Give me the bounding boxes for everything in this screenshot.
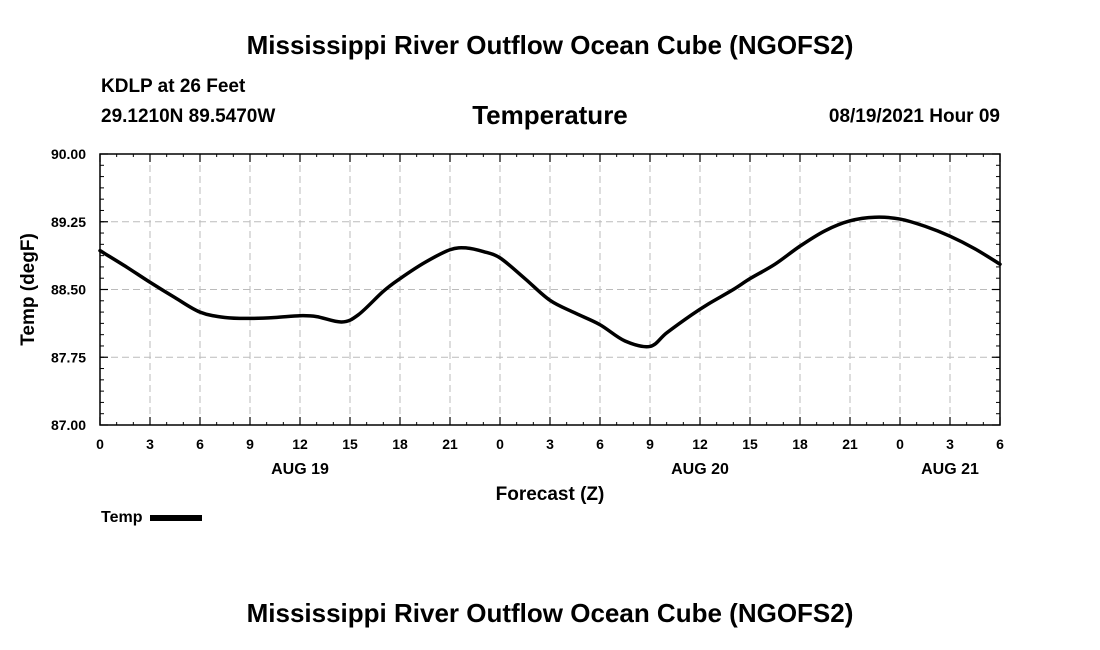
x-tick-label: 0 xyxy=(496,436,504,452)
plot-frame xyxy=(99,153,1001,426)
x-tick-label: 21 xyxy=(442,436,458,452)
x-tick-label: 6 xyxy=(596,436,604,452)
x-tick-label: 18 xyxy=(792,436,808,452)
y-tick-label: 87.00 xyxy=(51,417,86,433)
y-tick-label: 88.50 xyxy=(51,282,86,298)
x-tick-label: 9 xyxy=(646,436,654,452)
x-tick-label: 15 xyxy=(342,436,358,452)
date-label: AUG 21 xyxy=(921,461,979,478)
y-tick-label: 90.00 xyxy=(51,146,86,162)
x-tick-label: 15 xyxy=(742,436,758,452)
y-tick-label: 87.75 xyxy=(51,349,86,365)
x-tick-label: 6 xyxy=(196,436,204,452)
x-tick-label: 12 xyxy=(292,436,308,452)
variable-label: Temperature xyxy=(472,100,628,130)
x-tick-label: 21 xyxy=(842,436,858,452)
footer-title: Mississippi River Outflow Ocean Cube (NG… xyxy=(246,598,854,628)
x-tick-label: 6 xyxy=(996,436,1004,452)
y-tick-label: 89.25 xyxy=(51,214,86,230)
chart-title: Mississippi River Outflow Ocean Cube (NG… xyxy=(246,30,854,60)
datetime-label: 08/19/2021 Hour 09 xyxy=(828,106,1000,127)
x-tick-label: 0 xyxy=(96,436,104,452)
date-label: AUG 20 xyxy=(671,461,729,478)
y-axis-label: Temp (degF) xyxy=(18,233,39,346)
x-tick-label: 18 xyxy=(392,436,408,452)
legend-label: Temp xyxy=(101,509,143,526)
legend-line-swatch xyxy=(150,515,203,521)
series-line-temp xyxy=(98,215,1002,349)
x-tick-label: 3 xyxy=(946,436,954,452)
date-label: AUG 19 xyxy=(271,461,329,478)
legend: Temp xyxy=(101,509,203,527)
x-tick-label: 12 xyxy=(692,436,708,452)
x-axis-label: Forecast (Z) xyxy=(496,484,605,505)
x-tick-label: 9 xyxy=(246,436,254,452)
station-label: KDLP at 26 Feet xyxy=(101,76,246,97)
x-tick-label: 3 xyxy=(546,436,554,452)
coordinates-label: 29.1210N 89.5470W xyxy=(101,106,276,127)
x-tick-label: 0 xyxy=(896,436,904,452)
x-tick-label: 3 xyxy=(146,436,154,452)
